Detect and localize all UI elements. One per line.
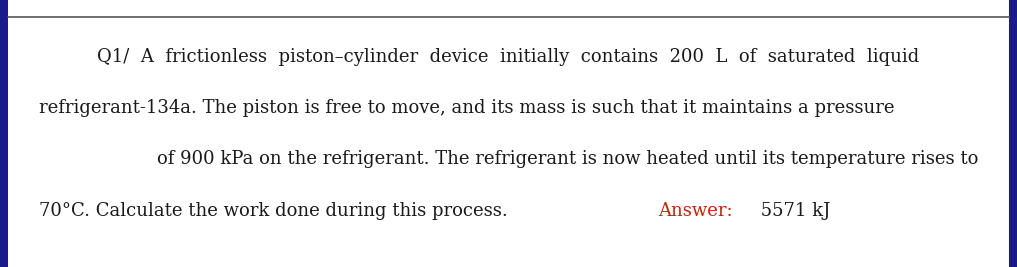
Text: 5571 kJ: 5571 kJ — [755, 202, 830, 220]
Text: refrigerant-134a. The piston is free to move, and its mass is such that it maint: refrigerant-134a. The piston is free to … — [39, 99, 894, 117]
Bar — [1009, 0, 1017, 267]
Text: of 900 kPa on the refrigerant. The refrigerant is now heated until its temperatu: of 900 kPa on the refrigerant. The refri… — [157, 150, 978, 168]
Bar — [0, 0, 8, 267]
Text: 70°C. Calculate the work done during this process.: 70°C. Calculate the work done during thi… — [39, 202, 519, 220]
Text: Q1/  A  frictionless  piston–cylinder  device  initially  contains  200  L  of  : Q1/ A frictionless piston–cylinder devic… — [98, 48, 919, 66]
Text: Answer:: Answer: — [658, 202, 733, 220]
